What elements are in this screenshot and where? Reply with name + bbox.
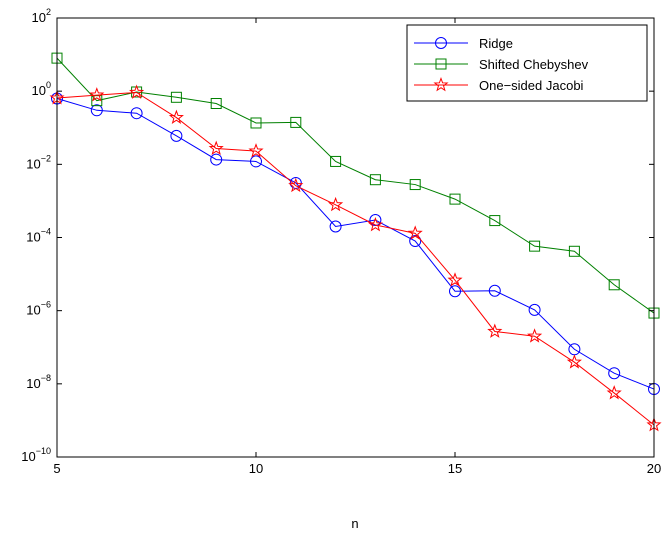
data-point — [449, 193, 461, 205]
legend-marker — [435, 37, 447, 49]
data-point — [367, 217, 383, 232]
data-point — [407, 225, 423, 240]
y-tick-label: 10−8 — [26, 373, 51, 391]
data-point — [210, 98, 222, 110]
data-point — [290, 116, 302, 128]
legend-label: Ridge — [479, 36, 513, 51]
x-axis: 5 10 15 20 — [53, 18, 661, 476]
data-point — [248, 143, 264, 158]
legend: Ridge Shifted Chebyshev One−sided Jacobi — [406, 24, 648, 102]
series-line — [56, 91, 655, 426]
data-point — [210, 153, 223, 166]
y-tick-label: 10−10 — [21, 446, 51, 464]
data-point — [288, 177, 304, 193]
data-point — [369, 214, 382, 227]
data-point — [568, 245, 580, 257]
data-point — [488, 284, 501, 297]
data-point — [328, 196, 344, 212]
series-line — [56, 98, 655, 390]
data-point — [170, 91, 182, 103]
data-point — [89, 87, 105, 102]
y-tick-label: 10−4 — [26, 227, 51, 245]
y-tick-label: 10−6 — [26, 300, 51, 318]
data-point — [528, 303, 541, 316]
data-point — [330, 155, 342, 167]
data-point — [489, 215, 501, 227]
data-point — [527, 328, 543, 343]
data-point — [90, 104, 103, 117]
data-point — [129, 84, 145, 99]
data-point — [447, 272, 463, 287]
x-tick-label: 20 — [647, 461, 661, 476]
y-tick-label: 102 — [32, 7, 51, 25]
x-tick-label: 15 — [448, 461, 462, 476]
x-axis-label: n — [351, 516, 358, 531]
data-point — [487, 323, 503, 338]
series-layer — [49, 52, 662, 432]
data-point — [170, 129, 183, 142]
data-point — [608, 367, 621, 380]
legend-label: Shifted Chebyshev — [479, 57, 589, 72]
legend-marker — [433, 77, 449, 92]
y-tick-label: 100 — [32, 80, 51, 98]
data-point — [566, 354, 582, 369]
data-point — [409, 179, 421, 191]
data-point — [606, 385, 622, 400]
data-point — [168, 109, 184, 124]
data-point — [449, 285, 461, 298]
data-point — [208, 140, 224, 155]
legend-box — [406, 24, 648, 102]
data-point — [250, 155, 262, 168]
data-point — [130, 107, 143, 120]
series-line — [56, 57, 655, 314]
x-tick-label: 10 — [249, 461, 263, 476]
data-point — [250, 117, 262, 129]
data-point — [608, 279, 620, 291]
data-point — [91, 95, 103, 107]
data-point — [529, 240, 541, 252]
legend-marker — [435, 58, 447, 70]
y-axis: 10−10 10−8 10−6 10−4 10−2 100 102 — [21, 7, 654, 464]
y-tick-label: 10−2 — [26, 153, 51, 171]
x-tick-label: 5 — [53, 461, 60, 476]
data-point — [369, 174, 381, 186]
data-point — [329, 220, 342, 233]
legend-label: One−sided Jacobi — [479, 78, 584, 93]
series-shifted-chebyshev — [51, 52, 660, 319]
